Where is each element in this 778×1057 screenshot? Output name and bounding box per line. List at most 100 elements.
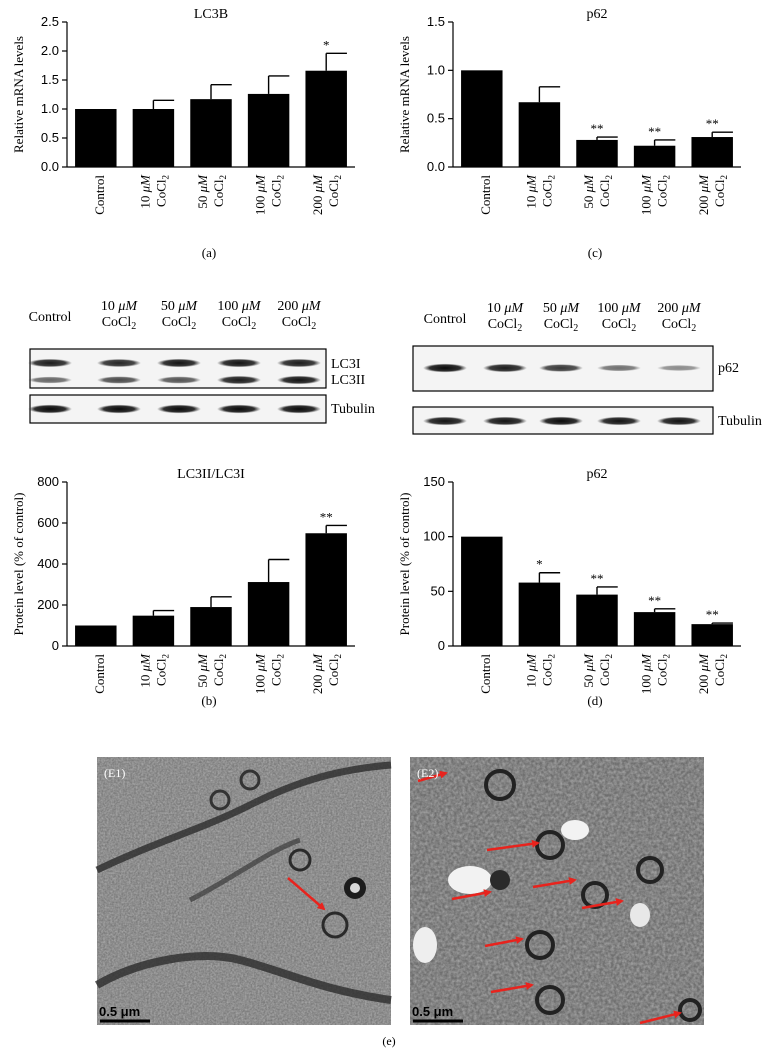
blot-band (657, 416, 701, 426)
category-label: 200 μMCoCl2 (696, 174, 729, 215)
chart-title: LC3B (194, 7, 228, 22)
y-tick-label: 0.0 (41, 159, 59, 174)
blot-band (28, 358, 72, 368)
blot-row-label: p62 (718, 361, 739, 376)
category-label: 100 μMCoCl2 (639, 653, 672, 694)
bar (576, 139, 618, 167)
significance-marker: ** (706, 116, 719, 131)
panel-label: (a) (202, 245, 216, 260)
significance-marker: * (536, 557, 543, 572)
y-tick-label: 1.0 (427, 62, 445, 77)
blot-band (423, 416, 467, 426)
category-label: 50 μMCoCl2 (195, 174, 228, 209)
panel-label: (b) (201, 693, 216, 708)
bar (190, 99, 232, 167)
category-label: 10 μMCoCl2 (137, 174, 170, 209)
bar (633, 145, 676, 167)
blot-band (28, 376, 72, 384)
bar (461, 70, 503, 167)
y-tick-label: 200 (37, 597, 59, 612)
y-axis-label: Protein level (% of control) (397, 493, 412, 636)
blot-band (539, 364, 583, 372)
bar (75, 625, 117, 646)
blot-band (97, 404, 141, 414)
chart-title: p62 (587, 7, 608, 22)
western-blot-p62: Control 10 μM CoCl2 50 μM CoCl2 100 μM CoCl2 20… (412, 301, 762, 435)
bar (247, 582, 290, 646)
lane-label: Control (29, 310, 72, 325)
category-label: 10 μMCoCl2 (523, 653, 556, 688)
bar (75, 109, 117, 167)
blot-band (277, 404, 321, 414)
chart-title: LC3II/LC3I (177, 467, 245, 482)
y-tick-label: 0 (438, 638, 445, 653)
bar (518, 102, 561, 167)
blot-band (217, 404, 261, 414)
blot-band (97, 358, 141, 368)
blot-band (157, 404, 201, 414)
chart-p62-protein: 0 50 100 150 p62 Protein level (% of control)… (397, 467, 741, 708)
category-label: 100 μMCoCl2 (253, 653, 286, 694)
significance-marker: ** (320, 509, 333, 524)
significance-marker: ** (648, 593, 661, 608)
blot-row-label: LC3II (331, 373, 366, 388)
bar (305, 533, 347, 646)
bar (132, 109, 175, 167)
y-axis-label: Relative mRNA levels (397, 36, 412, 153)
category-label: 50 μMCoCl2 (581, 653, 614, 688)
bar (461, 536, 503, 646)
blot-row-label: Tubulin (331, 402, 375, 417)
y-tick-label: 800 (37, 474, 59, 489)
blot-band (539, 416, 583, 426)
y-axis-label: Relative mRNA levels (11, 36, 26, 153)
category-label: 100 μMCoCl2 (253, 174, 286, 215)
y-tick-label: 100 (423, 529, 445, 544)
lane-label: 100 μM CoCl2 (597, 301, 642, 334)
blot-band (277, 375, 321, 385)
micrograph-e2-label: (E2) (417, 766, 438, 780)
lane-label: 50 μM CoCl2 (161, 299, 199, 332)
significance-marker: ** (648, 124, 661, 139)
category-label: Control (92, 654, 107, 694)
category-label: 200 μMCoCl2 (696, 653, 729, 694)
blot-band (97, 376, 141, 384)
chart-title: p62 (587, 467, 608, 482)
significance-marker: * (323, 37, 330, 52)
lane-label: 50 μM CoCl2 (543, 301, 581, 334)
bar (691, 624, 733, 646)
y-tick-label: 0.0 (427, 159, 445, 174)
category-label: Control (478, 654, 493, 694)
blot-band (277, 358, 321, 368)
bar (518, 582, 561, 646)
blot-band (423, 363, 467, 373)
chart-p62-mrna: 0.0 0.5 1.0 1.5 p62 Relative mRNA levels Contr… (397, 7, 741, 260)
category-label: 200 μMCoCl2 (310, 174, 343, 215)
y-tick-label: 50 (431, 583, 445, 598)
bar (247, 93, 290, 167)
y-tick-label: 2.0 (41, 43, 59, 58)
micrograph-e1-label: (E1) (104, 766, 125, 780)
blot-band (157, 376, 201, 384)
y-tick-label: 400 (37, 556, 59, 571)
blot-band (597, 364, 641, 372)
significance-marker: ** (591, 571, 604, 586)
category-label: 10 μMCoCl2 (523, 174, 556, 209)
y-tick-label: 1.5 (41, 72, 59, 87)
lane-label: 10 μM CoCl2 (487, 301, 525, 334)
chart-lc3-ratio-protein: 0 200 400 600 800 LC3II/LC3I Protein level (% … (11, 467, 355, 708)
lane-label: Control (424, 312, 467, 327)
blot-band (157, 358, 201, 368)
category-label: 200 μMCoCl2 (310, 653, 343, 694)
y-tick-label: 2.5 (41, 14, 59, 29)
micrograph-e2 (410, 757, 704, 1025)
y-tick-label: 600 (37, 515, 59, 530)
lane-label: 10 μM CoCl2 (101, 299, 139, 332)
panel-label: (c) (588, 245, 602, 260)
blot-band (657, 365, 701, 371)
category-label: 50 μMCoCl2 (581, 174, 614, 209)
scale-bar-e2-label: 0.5 μm (412, 1004, 453, 1019)
chart-lc3b-mrna: 0.0 0.5 1.0 1.5 2.0 2.5 LC3B Relative mRNA leve… (11, 7, 355, 260)
y-tick-label: 0.5 (427, 111, 445, 126)
bar (305, 70, 347, 167)
lane-label: 100 μM CoCl2 (217, 299, 262, 332)
